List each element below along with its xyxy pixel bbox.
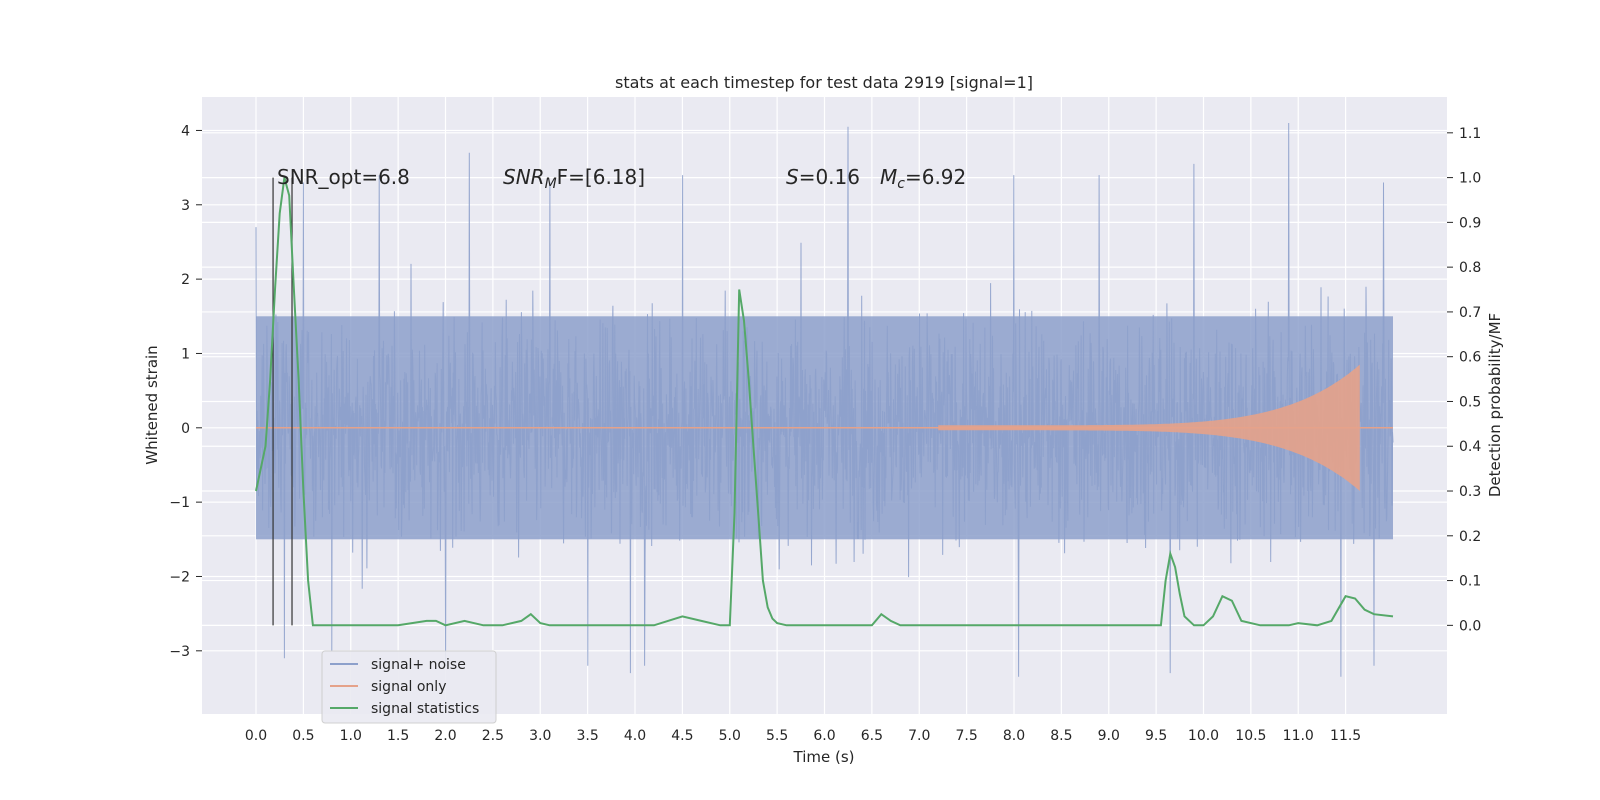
y-right-tick-label: 1.1 xyxy=(1459,126,1481,142)
statistics-line xyxy=(255,177,1394,627)
x-tick-label: 11.5 xyxy=(1330,728,1361,744)
y-right-tick-label: 0.6 xyxy=(1459,350,1481,366)
x-tick-label: 3.5 xyxy=(576,728,598,744)
y-left-tick-label: 1 xyxy=(181,346,190,362)
x-axis-label: Time (s) xyxy=(793,748,855,766)
x-tick-label: 5.5 xyxy=(766,728,788,744)
y-right-tick-label: 0.3 xyxy=(1459,484,1481,500)
x-tick-label: 6.0 xyxy=(813,728,835,744)
x-tick-label: 1.0 xyxy=(340,728,362,744)
series-signal-only xyxy=(256,364,1393,491)
x-tick-label: 8.0 xyxy=(1003,728,1025,744)
x-tick-label: 9.5 xyxy=(1145,728,1167,744)
legend-label-signal-noise: signal+ noise xyxy=(371,657,466,673)
y-right-tick-label: 1.0 xyxy=(1459,171,1481,187)
x-tick-label: 6.5 xyxy=(861,728,883,744)
y-right-axis-label: Detection probability/MF xyxy=(1486,313,1504,497)
annotation-s: S=0.16 xyxy=(786,165,860,189)
y-right-tick-label: 0.5 xyxy=(1459,394,1481,410)
x-tick-label: 10.0 xyxy=(1188,728,1219,744)
x-tick-label: 2.5 xyxy=(482,728,504,744)
x-tick-label: 2.0 xyxy=(434,728,456,744)
noise-trace xyxy=(255,122,1394,677)
x-tick-label: 7.0 xyxy=(908,728,930,744)
annotation-snr-opt: SNR_opt=6.8 xyxy=(277,165,410,189)
y-right-tick-label: 0.0 xyxy=(1459,618,1481,634)
x-tick-label: 10.5 xyxy=(1235,728,1266,744)
y-left-tick-label: −2 xyxy=(169,569,190,585)
legend: signal+ noise signal only signal statist… xyxy=(321,650,497,724)
x-tick-label: 5.0 xyxy=(719,728,741,744)
y-left-tick-label: −3 xyxy=(169,644,190,660)
x-tick-label: 1.5 xyxy=(387,728,409,744)
series-signal-statistics xyxy=(255,177,1394,627)
x-tick-label: 11.0 xyxy=(1283,728,1314,744)
y-right-tick-label: 0.1 xyxy=(1459,574,1481,590)
chart-title: stats at each timestep for test data 291… xyxy=(615,73,1033,92)
annotation-snr-mf: SNRMF=[6.18] xyxy=(503,165,645,192)
y-right-tick-label: 0.4 xyxy=(1459,439,1481,455)
y-left-tick-label: 4 xyxy=(181,123,190,139)
x-axis-ticks: 0.0 0.5 1.0 1.5 2.0 2.5 3.0 3.5 4.0 4.5 5.0 5.5 6.0 6… xyxy=(245,728,1361,744)
y-right-tick-label: 0.8 xyxy=(1459,260,1481,276)
x-tick-label: 9.0 xyxy=(1098,728,1120,744)
y-right-tick-label: 0.2 xyxy=(1459,529,1481,545)
legend-label-signal-only: signal only xyxy=(371,679,446,695)
x-tick-label: 4.5 xyxy=(671,728,693,744)
x-tick-label: 4.0 xyxy=(624,728,646,744)
y-left-tick-label: 3 xyxy=(181,198,190,214)
legend-box xyxy=(321,650,497,724)
y-left-tick-label: −1 xyxy=(169,495,190,511)
x-tick-label: 0.5 xyxy=(292,728,314,744)
y-right-tick-label: 0.9 xyxy=(1459,215,1481,231)
x-tick-label: 3.0 xyxy=(529,728,551,744)
y-left-axis-label: Whitened strain xyxy=(143,345,161,464)
y-left-tick-label: 0 xyxy=(181,421,190,437)
y-right-tick-label: 0.7 xyxy=(1459,305,1481,321)
annotation-mc: Mc=6.92 xyxy=(880,165,966,192)
y-left-axis-ticks: −3 −2 −1 0 1 2 3 4 xyxy=(169,123,202,660)
x-tick-label: 7.5 xyxy=(955,728,977,744)
x-tick-label: 8.5 xyxy=(1050,728,1072,744)
y-right-axis-ticks: 0.0 0.1 0.2 0.3 0.4 0.5 0.6 0.7 0.8 0.9 1.0 1.1 xyxy=(1447,126,1481,634)
legend-label-signal-statistics: signal statistics xyxy=(371,701,479,717)
y-left-tick-label: 2 xyxy=(181,272,190,288)
x-tick-label: 0.0 xyxy=(245,728,267,744)
signal-chirp-envelope xyxy=(938,364,1360,491)
